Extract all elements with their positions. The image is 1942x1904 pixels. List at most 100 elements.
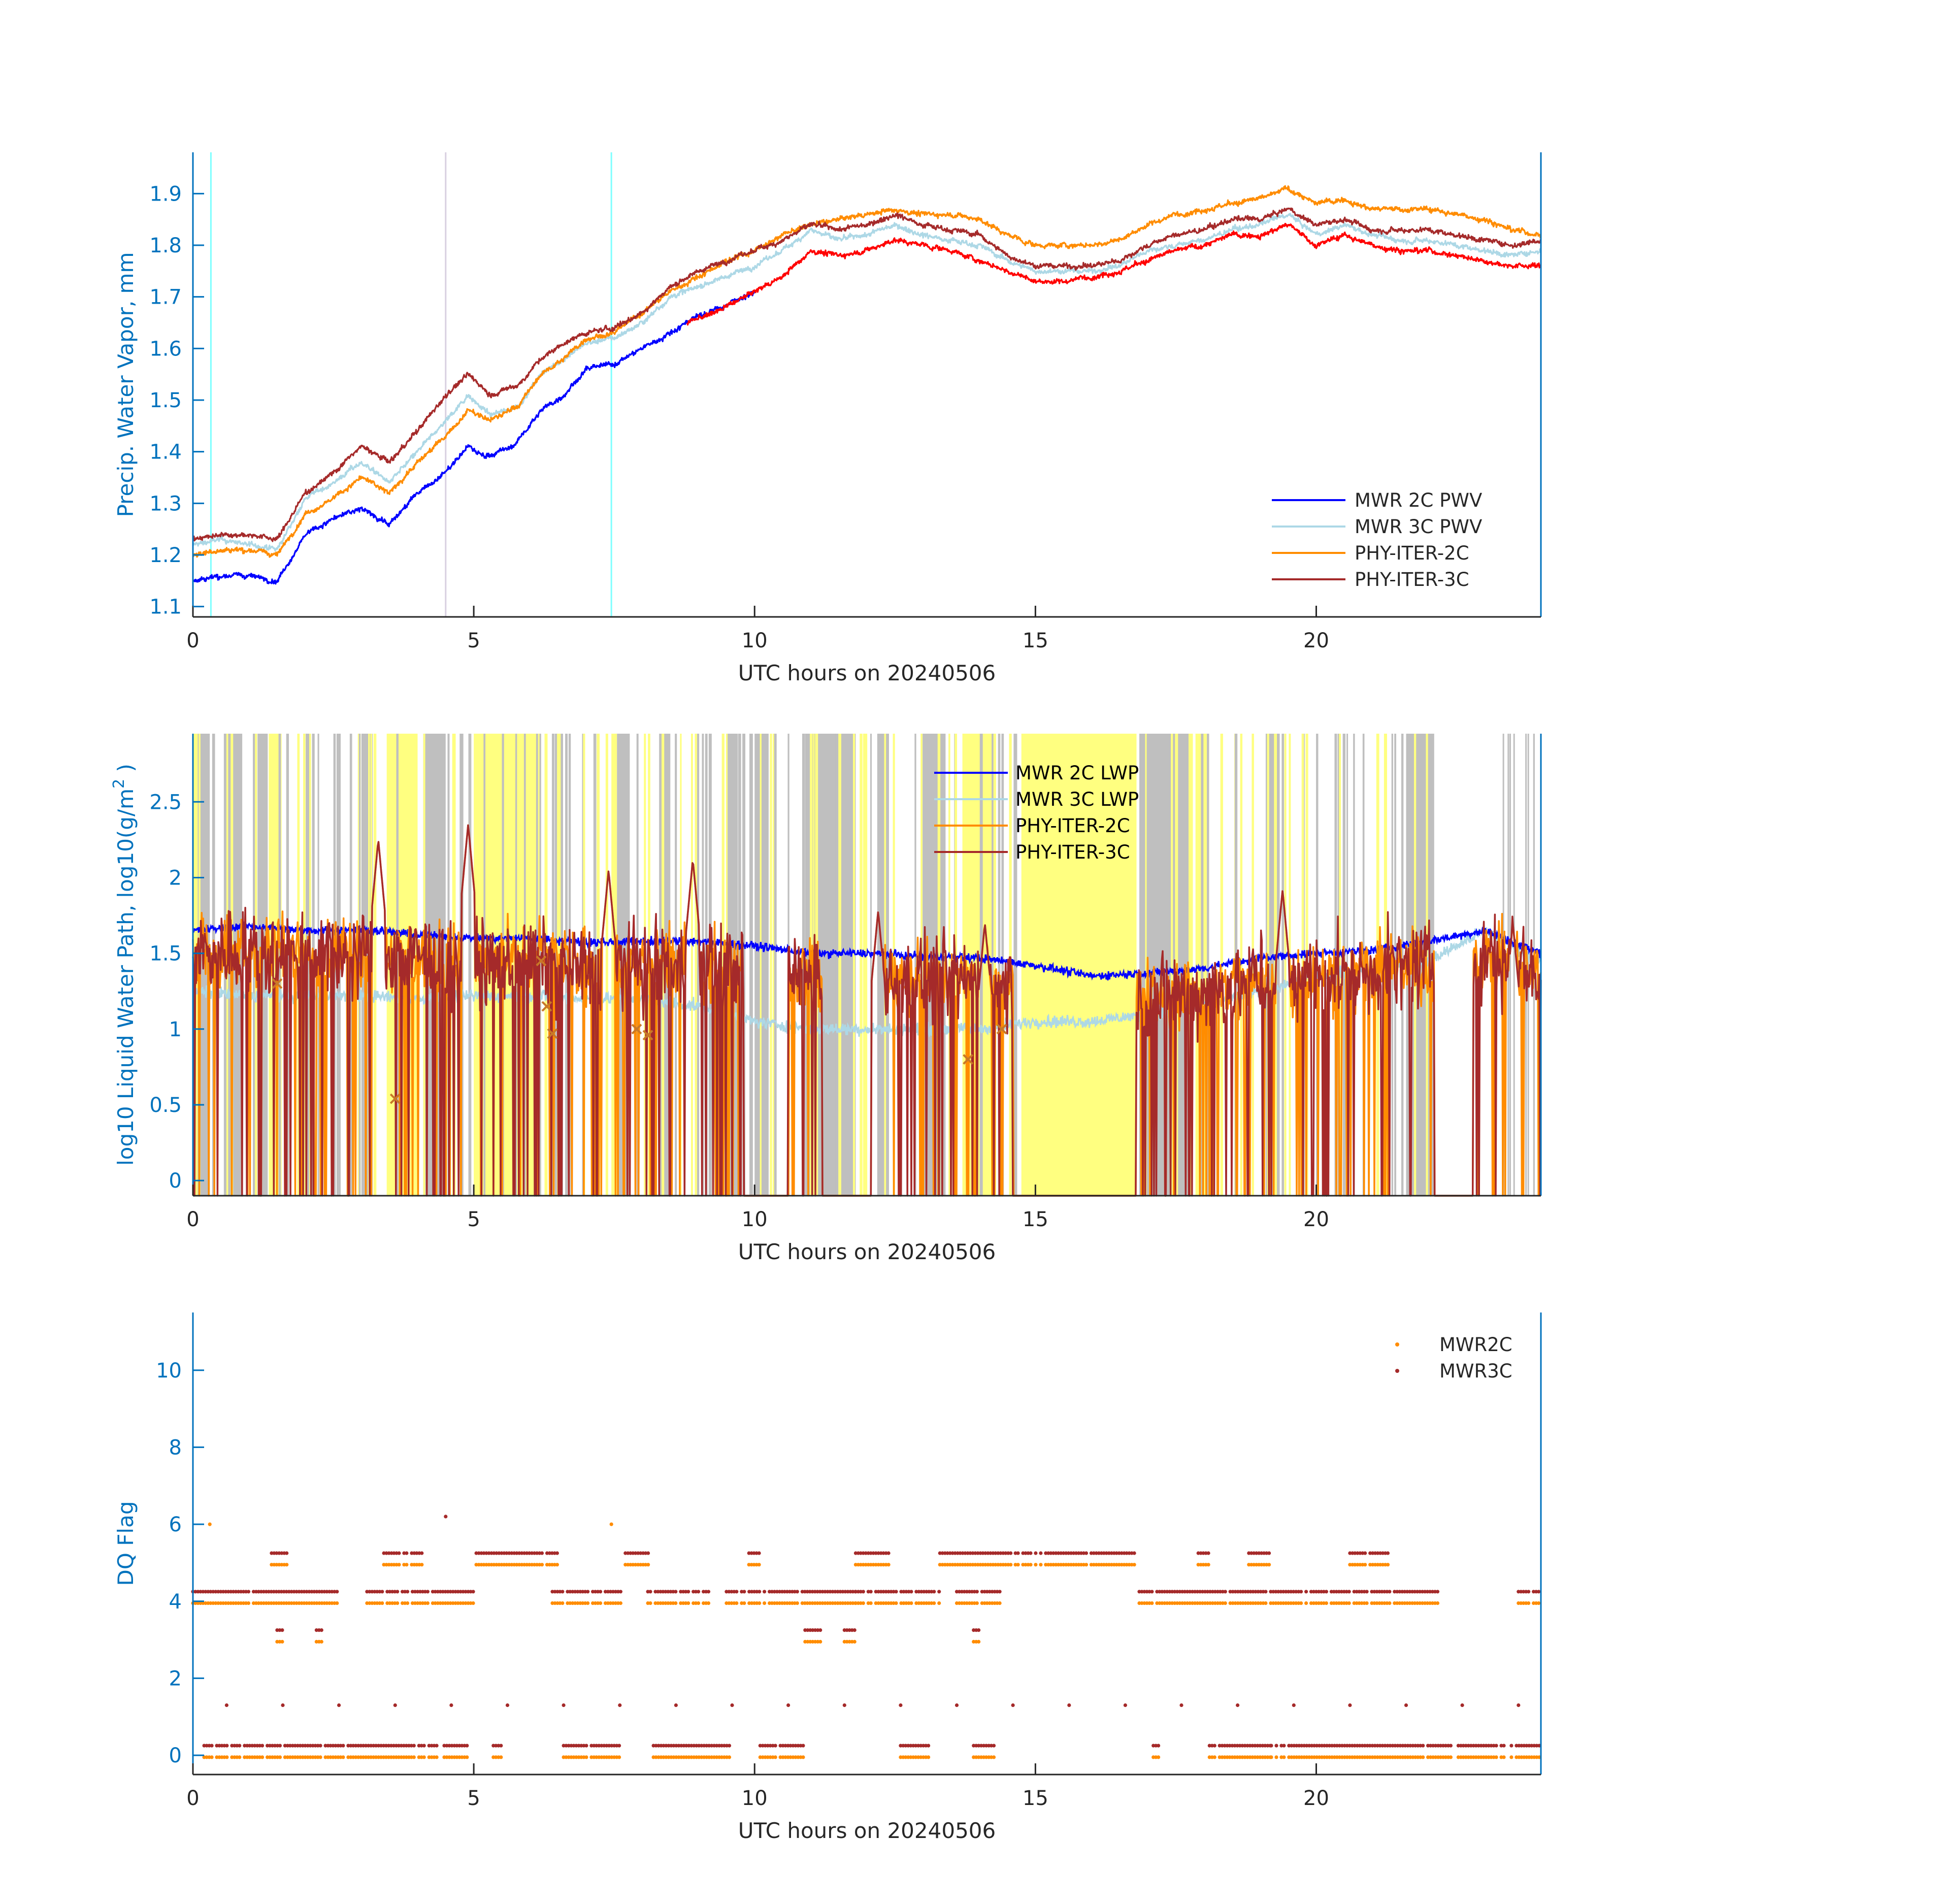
lwp-legend-label: MWR 3C LWP	[1015, 789, 1139, 810]
dq-flag-point	[626, 1563, 630, 1567]
dq-flag-point	[1502, 1744, 1506, 1748]
dq-flag-point	[1213, 1601, 1217, 1605]
dq-flag-point	[1356, 1551, 1360, 1555]
dq-flag-point	[318, 1755, 322, 1759]
pwv-y-tick-label: 1.1	[149, 596, 182, 619]
dq-flag-point	[707, 1744, 711, 1748]
dq-flag-point	[1441, 1755, 1445, 1759]
dq-flag-point	[464, 1601, 468, 1605]
dq-flag-point	[727, 1744, 732, 1748]
dq-flag-point	[1044, 1563, 1048, 1567]
dq-flag-point	[328, 1755, 333, 1759]
dq-flag-point	[1072, 1551, 1076, 1555]
dq-flag-point	[1266, 1744, 1270, 1748]
dq-flag-point	[892, 1590, 896, 1594]
dq-flag-point	[742, 1590, 746, 1594]
dq-flag-point	[422, 1744, 426, 1748]
dq-axes: 0 5 10 15 20 0 2 4 6 8 10	[156, 1312, 1542, 1810]
dq-flag-point	[278, 1755, 282, 1759]
dq-flag-point	[1057, 1551, 1061, 1555]
dq-flag-point	[474, 1563, 478, 1567]
dq-flag-point	[916, 1744, 920, 1748]
dq-flag-point	[230, 1744, 234, 1748]
dq-flag-point	[684, 1755, 688, 1759]
dq-flag-point	[1114, 1563, 1118, 1567]
dq-flag-point	[996, 1551, 1000, 1555]
dq-flag-point	[919, 1744, 923, 1748]
dq-flag-point	[341, 1755, 345, 1759]
dq-flag-point	[389, 1755, 393, 1759]
dq-flag-point	[722, 1744, 727, 1748]
dq-flag-point	[919, 1601, 924, 1605]
dq-flag-point	[833, 1590, 837, 1594]
dq-flag-point	[945, 1551, 949, 1555]
dq-flag-point	[530, 1551, 534, 1555]
dq-flag-point	[562, 1755, 566, 1759]
dq-flag-point	[222, 1744, 226, 1748]
dq-flag-point	[1370, 1601, 1374, 1605]
dq-flag-point	[1160, 1590, 1164, 1594]
dq-flag-point	[1416, 1744, 1420, 1748]
pwv-axes: 0 5 10 15 20 1.1 1.2 1.3 1.4 1.5 1.6 1.7 1.8 1.9	[149, 152, 1542, 652]
dq-flag-point	[461, 1601, 465, 1605]
dq-flag-point	[288, 1744, 292, 1748]
dq-flag-point	[904, 1601, 908, 1605]
dq-flag-point	[864, 1563, 868, 1567]
dq-flag-point	[763, 1601, 767, 1605]
dq-flag-point	[1195, 1601, 1200, 1605]
dq-flag-point	[1398, 1755, 1402, 1759]
dq-flag-point	[1279, 1601, 1283, 1605]
dq-flag-point	[494, 1744, 498, 1748]
dq-flag-point	[391, 1744, 396, 1748]
dq-flag-point	[757, 1551, 761, 1555]
dq-flag-point	[919, 1590, 924, 1594]
dq-flag-point	[297, 1601, 301, 1605]
dq-flag-point	[1104, 1551, 1108, 1555]
dq-flag-point	[975, 1601, 979, 1605]
dq-flag-point	[415, 1601, 420, 1605]
dq-flag-point	[1292, 1755, 1296, 1759]
dq-flag-point	[315, 1590, 319, 1594]
lwp-y-tick-label: 0	[169, 1169, 182, 1193]
dq-flag-point	[1396, 1755, 1400, 1759]
dq-flag-point	[886, 1551, 891, 1555]
dq-flag-point	[1398, 1590, 1402, 1594]
dq-flag-point	[574, 1744, 578, 1748]
dq-flag-point	[742, 1601, 746, 1605]
dq-flag-point	[433, 1590, 437, 1594]
dq-flag-point	[980, 1590, 984, 1594]
dq-flag-point	[689, 1755, 694, 1759]
dq-flag-point	[230, 1755, 234, 1759]
dq-flag-point	[686, 1590, 690, 1594]
dq-flag-point	[1217, 1744, 1222, 1748]
dq-flag-points	[191, 1515, 1541, 1759]
dq-flag-point	[697, 1601, 701, 1605]
pwv-y-tick-label: 1.9	[149, 182, 182, 206]
dq-flag-point	[608, 1601, 613, 1605]
dq-flag-point	[664, 1744, 668, 1748]
dq-flag-point	[940, 1551, 944, 1555]
dq-flag-point	[859, 1551, 863, 1555]
dq-flag-point	[217, 1755, 221, 1759]
dq-flag-point	[852, 1628, 857, 1632]
dq-flag-point	[1358, 1744, 1362, 1748]
dq-flag-point	[1532, 1755, 1536, 1759]
dq-flag-point	[1183, 1590, 1187, 1594]
dq-flag-point	[382, 1551, 386, 1555]
dq-flag-point	[315, 1601, 319, 1605]
dq-flag-point	[522, 1563, 526, 1567]
pwv-background-lines	[210, 152, 612, 617]
dq-flag-point	[415, 1563, 419, 1567]
dq-flag-point	[1300, 1755, 1304, 1759]
dq-flag-point	[390, 1590, 394, 1594]
dq-flag-point	[446, 1590, 450, 1594]
dq-flag-point	[1223, 1755, 1227, 1759]
dq-flag-point	[1183, 1601, 1187, 1605]
dq-flag-point	[661, 1601, 665, 1605]
dq-flag-point	[298, 1744, 302, 1748]
dq-flag-point	[1381, 1563, 1385, 1567]
dq-flag-point	[906, 1744, 910, 1748]
dq-flag-point	[1370, 1590, 1374, 1594]
dq-flag-point	[1240, 1755, 1244, 1759]
dq-flag-point	[1327, 1755, 1332, 1759]
